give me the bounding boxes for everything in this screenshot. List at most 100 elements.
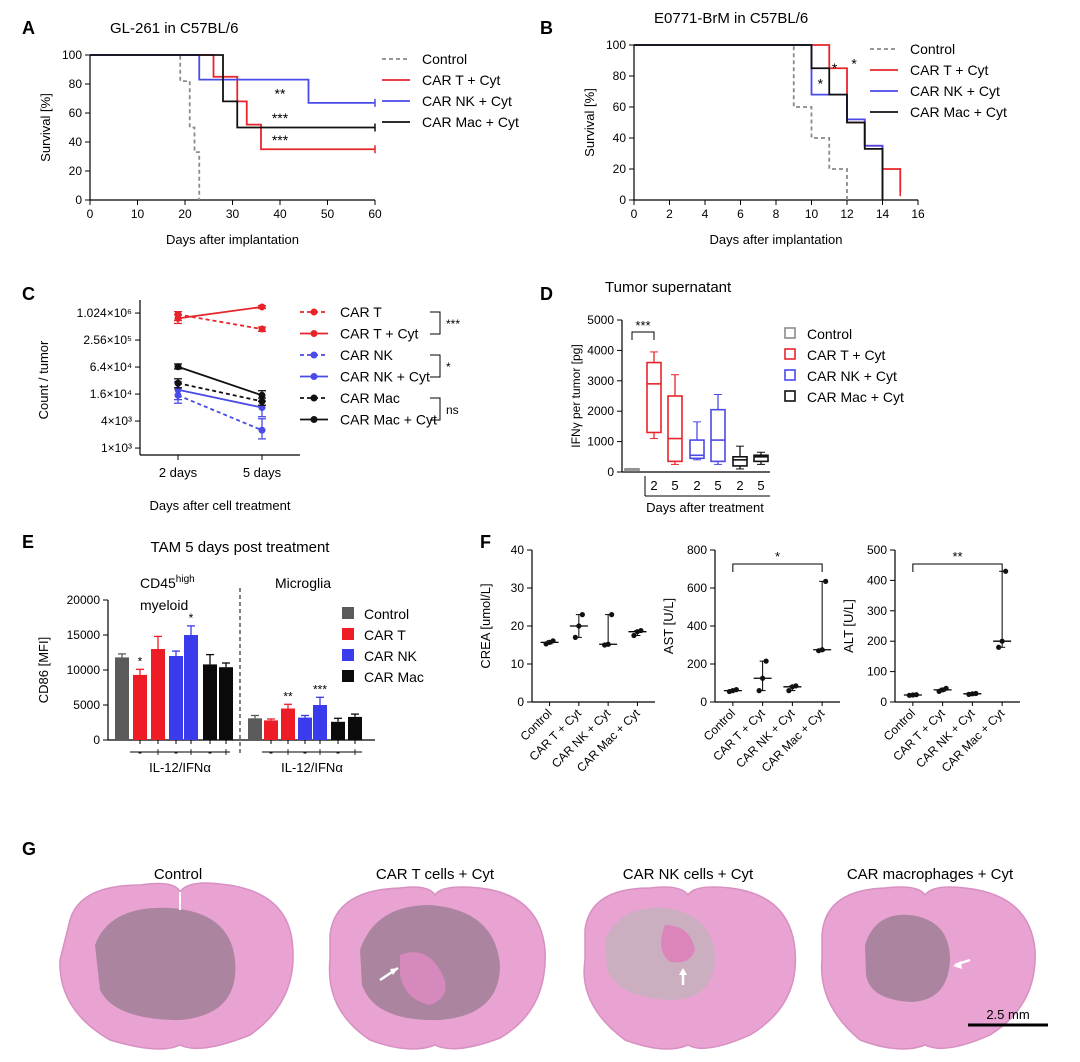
significance-label: ** [952, 549, 962, 564]
box-body [753, 454, 769, 463]
survival-line-control [90, 54, 201, 200]
significance-label: * [446, 360, 451, 374]
count-point [174, 379, 182, 387]
bar-car-mac [203, 664, 217, 740]
group-label-myeloid-2: myeloid [140, 597, 188, 613]
data-point [1003, 568, 1009, 574]
significance-label: * [818, 75, 824, 91]
data-point [819, 647, 825, 653]
bar-car-t [151, 649, 165, 740]
box-body [689, 439, 705, 460]
x-tick-label: 5 [714, 478, 721, 493]
legend-label: CAR Mac + Cyt [340, 412, 437, 428]
y-tick-label: 4000 [587, 343, 614, 357]
panel-label-a: A [22, 18, 35, 38]
data-point [550, 638, 556, 644]
data-point [631, 632, 637, 639]
group-label-text: CD45 [140, 575, 176, 591]
significance-label: *** [635, 318, 650, 333]
y-tick-label: 400 [867, 573, 887, 587]
y-tick-label: 20000 [67, 593, 101, 607]
y-tick-label: 40 [69, 135, 83, 149]
x-tick-label: 2 days [159, 465, 198, 480]
data-point [943, 685, 949, 691]
y-tick-label: 0 [75, 193, 82, 207]
y-tick-label: 20 [69, 164, 83, 178]
x-axis-title: Days after implantation [166, 232, 299, 247]
survival-line-control [634, 44, 848, 200]
bar-car-nk [184, 635, 198, 740]
y-tick-label: 100 [867, 665, 887, 679]
y-axis-title: CD86 [MFI] [36, 637, 51, 703]
significance-bracket [430, 311, 441, 335]
legend-marker [310, 416, 318, 423]
x-tick-label: 10 [131, 207, 145, 221]
data-point [913, 692, 919, 698]
legend-label: Control [364, 606, 409, 622]
count-point [258, 426, 266, 434]
y-tick-label: 0 [880, 695, 887, 709]
brain-section-car-t [328, 886, 546, 1050]
significance-bracket [732, 563, 823, 572]
legend-label: CAR T + Cyt [340, 326, 419, 342]
histology-label-car-t: CAR T cells + Cyt [376, 866, 495, 883]
brain-section-control [59, 882, 294, 1050]
x-tick-label: 14 [876, 207, 890, 221]
data-point [572, 634, 578, 641]
y-tick-label: 15000 [67, 628, 101, 642]
data-point [733, 687, 739, 693]
legend-swatch [342, 628, 354, 640]
legend-label: CAR Mac + Cyt [910, 104, 1007, 120]
x-axis-title: Days after treatment [646, 500, 764, 515]
survival-line-car-nk-cyt [90, 54, 375, 104]
bar-car-nk [169, 656, 183, 740]
legend-label: CAR NK + Cyt [807, 368, 897, 384]
y-tick-label: 0 [517, 695, 524, 709]
y-tick-label: 0 [619, 193, 626, 207]
x-tick-label: 16 [911, 207, 925, 221]
legend-marker [310, 351, 318, 359]
y-axis-title: Survival [%] [38, 93, 53, 162]
group-label-sup: high [176, 574, 195, 585]
bar-car-nk [313, 705, 327, 740]
data-point [605, 641, 611, 647]
data-point [638, 627, 644, 634]
count-point [174, 314, 182, 322]
box-body [710, 408, 726, 463]
legend-label: CAR T + Cyt [807, 347, 886, 363]
box-body [667, 395, 683, 463]
significance-label: *** [313, 682, 327, 696]
survival-chart-b: E0771-BrM in C57BL/6 0 2 4 6 8 10 12 14 16 0 20 40 60… [582, 10, 1007, 247]
count-point [258, 391, 266, 399]
y-tick-label: 800 [687, 543, 707, 557]
panel-label-e: E [22, 532, 34, 552]
data-point [999, 638, 1005, 644]
count-line [177, 388, 263, 409]
significance-label: * [189, 611, 194, 625]
x-tick-label: 50 [321, 207, 335, 221]
significance-bracket [912, 563, 1003, 572]
x-axis-title: Days after cell treatment [150, 498, 291, 513]
y-tick-label: 1.6×10⁴ [90, 387, 132, 401]
x-tick-label: 5 [671, 478, 678, 493]
y-tick-label: 80 [69, 77, 83, 91]
data-point [576, 623, 582, 629]
legend-label: Control [910, 41, 955, 57]
data-point [763, 658, 769, 664]
y-tick-label: 100 [62, 48, 82, 62]
y-tick-label: 10000 [67, 663, 101, 677]
x-tick-label: 8 [773, 207, 780, 221]
x-tick-label: 0 [87, 207, 94, 221]
significance-label: *** [446, 317, 460, 331]
significance-label: *** [272, 110, 289, 126]
panel-label-f: F [480, 532, 491, 552]
panel-label-b: B [540, 18, 553, 38]
y-tick-label: 1.024×10⁶ [77, 306, 132, 320]
legend-swatch [784, 327, 796, 339]
legend-marker [310, 308, 318, 316]
group-label-myeloid: CD45high [140, 574, 195, 591]
x-tick-label: 2 [736, 478, 743, 493]
count-line [177, 306, 263, 320]
bar-car-t [281, 708, 295, 740]
